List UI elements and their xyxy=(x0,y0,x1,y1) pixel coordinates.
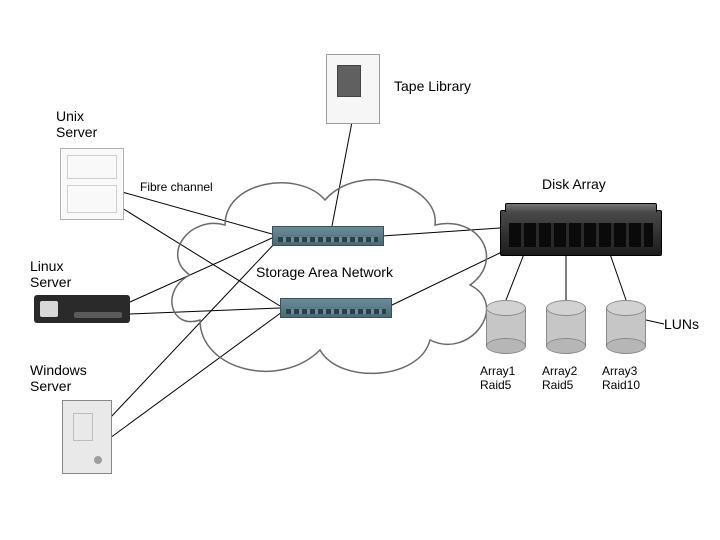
luns-label: LUNs xyxy=(664,316,699,332)
edge-windows_server-switch_top xyxy=(110,242,276,418)
disk-array-node xyxy=(500,210,662,256)
san-label: Storage Area Network xyxy=(256,264,393,280)
lun-cylinder-array1 xyxy=(486,300,526,354)
array3-label: Array3 Raid10 xyxy=(602,364,640,392)
edge-diskarray-lun3 xyxy=(610,254,626,300)
windows-server-node xyxy=(62,400,112,474)
linux-server-label: Linux Server xyxy=(30,258,71,290)
edge-switch_bottom-diskarray xyxy=(390,250,506,306)
tape-library-label: Tape Library xyxy=(394,78,471,94)
edge-linux_server-switch_top xyxy=(130,238,272,302)
tape-library-node xyxy=(326,54,380,124)
san-switch-bottom xyxy=(280,298,392,318)
edge-windows_server-switch_bottom xyxy=(110,312,282,438)
array1-label: Array1 Raid5 xyxy=(480,364,515,392)
edge-unix_server-switch_bottom xyxy=(122,208,280,306)
lun-cylinder-array2 xyxy=(546,300,586,354)
edge-diskarray-lun1 xyxy=(506,254,524,300)
unix-server-node xyxy=(60,148,124,220)
lun-cylinder-array3 xyxy=(606,300,646,354)
edge-lun3-luns_label xyxy=(646,320,664,324)
edge-switch_top-diskarray xyxy=(382,228,500,236)
fibre-channel-label: Fibre channel xyxy=(140,180,213,194)
edge-tape_library-switch_top xyxy=(332,122,352,226)
edge-linux_server-switch_bottom xyxy=(130,308,280,314)
windows-server-label: Windows Server xyxy=(30,362,87,394)
san-switch-top xyxy=(272,226,384,246)
linux-server-node xyxy=(34,295,130,323)
unix-server-label: Unix Server xyxy=(56,108,97,140)
array2-label: Array2 Raid5 xyxy=(542,364,577,392)
disk-array-label: Disk Array xyxy=(542,176,606,192)
